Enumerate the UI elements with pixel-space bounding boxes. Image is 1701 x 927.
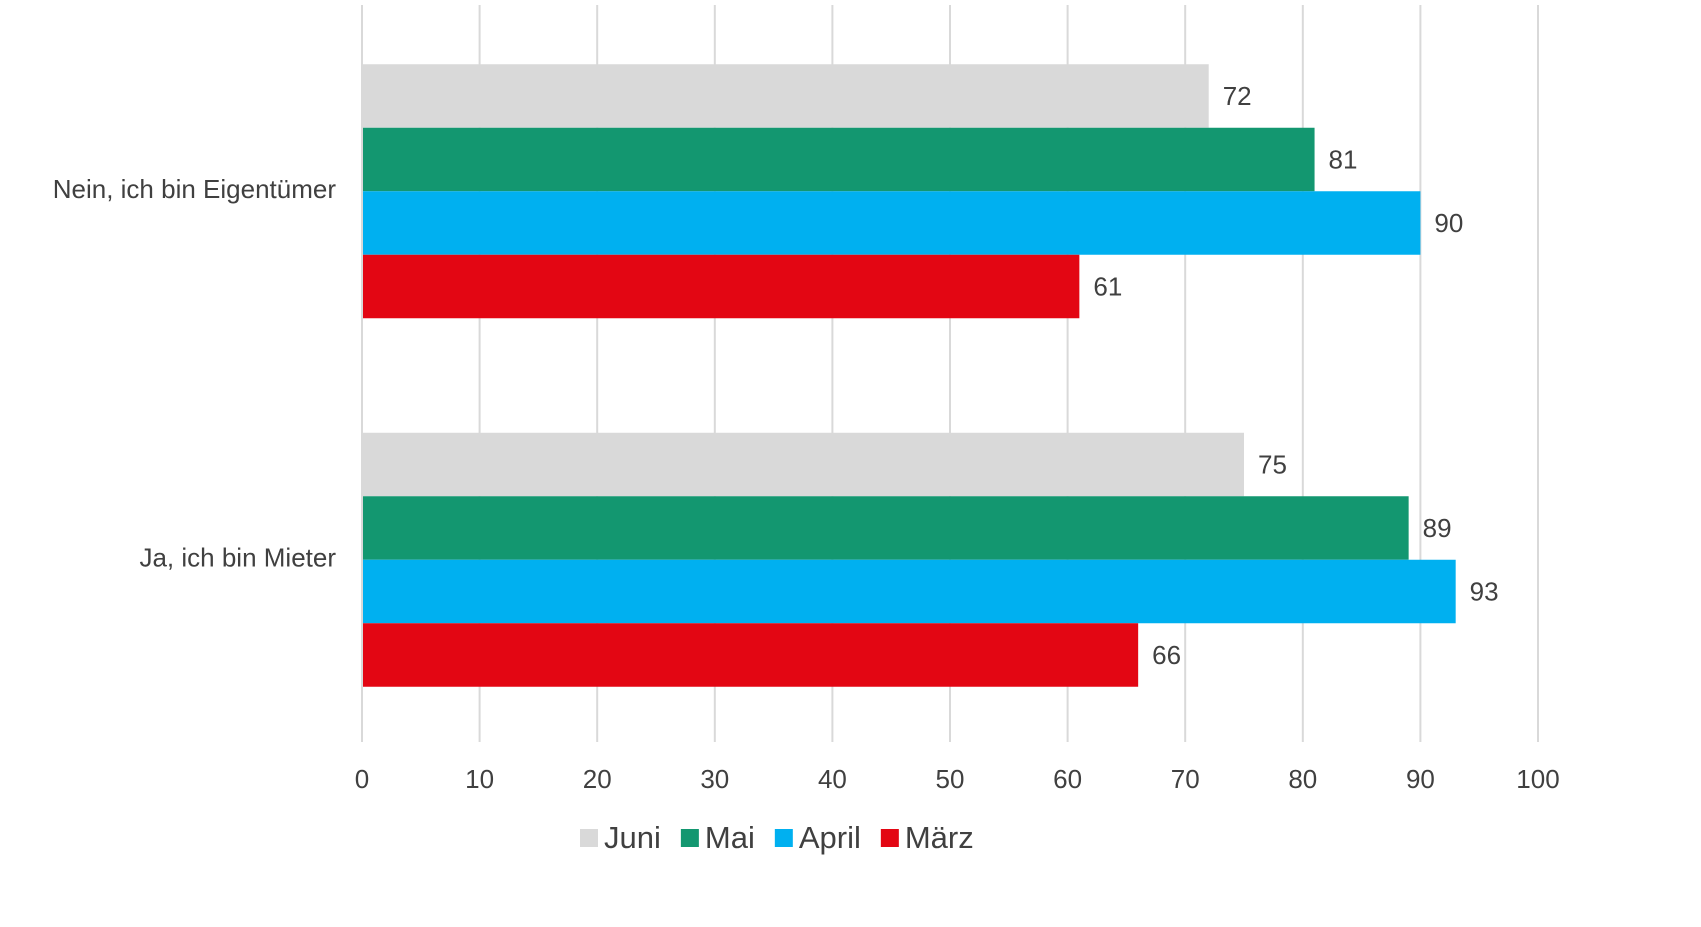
x-tick-label: 10	[465, 764, 494, 794]
bar	[362, 623, 1139, 687]
x-tick-label: 100	[1516, 764, 1559, 794]
legend-label: März	[905, 820, 974, 855]
data-label: 72	[1223, 81, 1252, 111]
x-tick-label: 90	[1406, 764, 1435, 794]
x-tick-label: 70	[1171, 764, 1200, 794]
x-tick-label: 60	[1053, 764, 1082, 794]
data-label: 93	[1470, 576, 1499, 606]
legend-label: Juni	[604, 820, 661, 855]
y-tick-label: Ja, ich bin Mieter	[139, 543, 336, 573]
legend-label: April	[799, 820, 861, 855]
data-label: 89	[1423, 513, 1452, 543]
legend-swatch	[680, 829, 699, 847]
data-label: 61	[1093, 271, 1122, 301]
legend-label: Mai	[705, 820, 755, 855]
bar	[362, 127, 1315, 192]
bar	[362, 191, 1421, 255]
x-tick-label: 40	[818, 764, 847, 794]
data-label: 75	[1258, 449, 1287, 479]
legend-swatch	[880, 829, 899, 847]
data-label: 81	[1329, 144, 1358, 174]
x-tick-label: 20	[583, 764, 612, 794]
x-tick-label: 80	[1288, 764, 1317, 794]
bar	[362, 432, 1244, 497]
data-label: 66	[1152, 640, 1181, 670]
legend-swatch	[580, 829, 598, 847]
x-tick-label: 0	[355, 764, 369, 794]
bar	[362, 496, 1409, 560]
bar	[362, 559, 1456, 624]
data-label: 90	[1434, 208, 1463, 238]
x-tick-label: 50	[936, 764, 965, 794]
bar	[362, 64, 1209, 128]
y-tick-label: Nein, ich bin Eigentümer	[53, 174, 337, 204]
legend-swatch	[774, 829, 793, 847]
bar	[362, 254, 1080, 319]
x-tick-label: 30	[700, 764, 729, 794]
